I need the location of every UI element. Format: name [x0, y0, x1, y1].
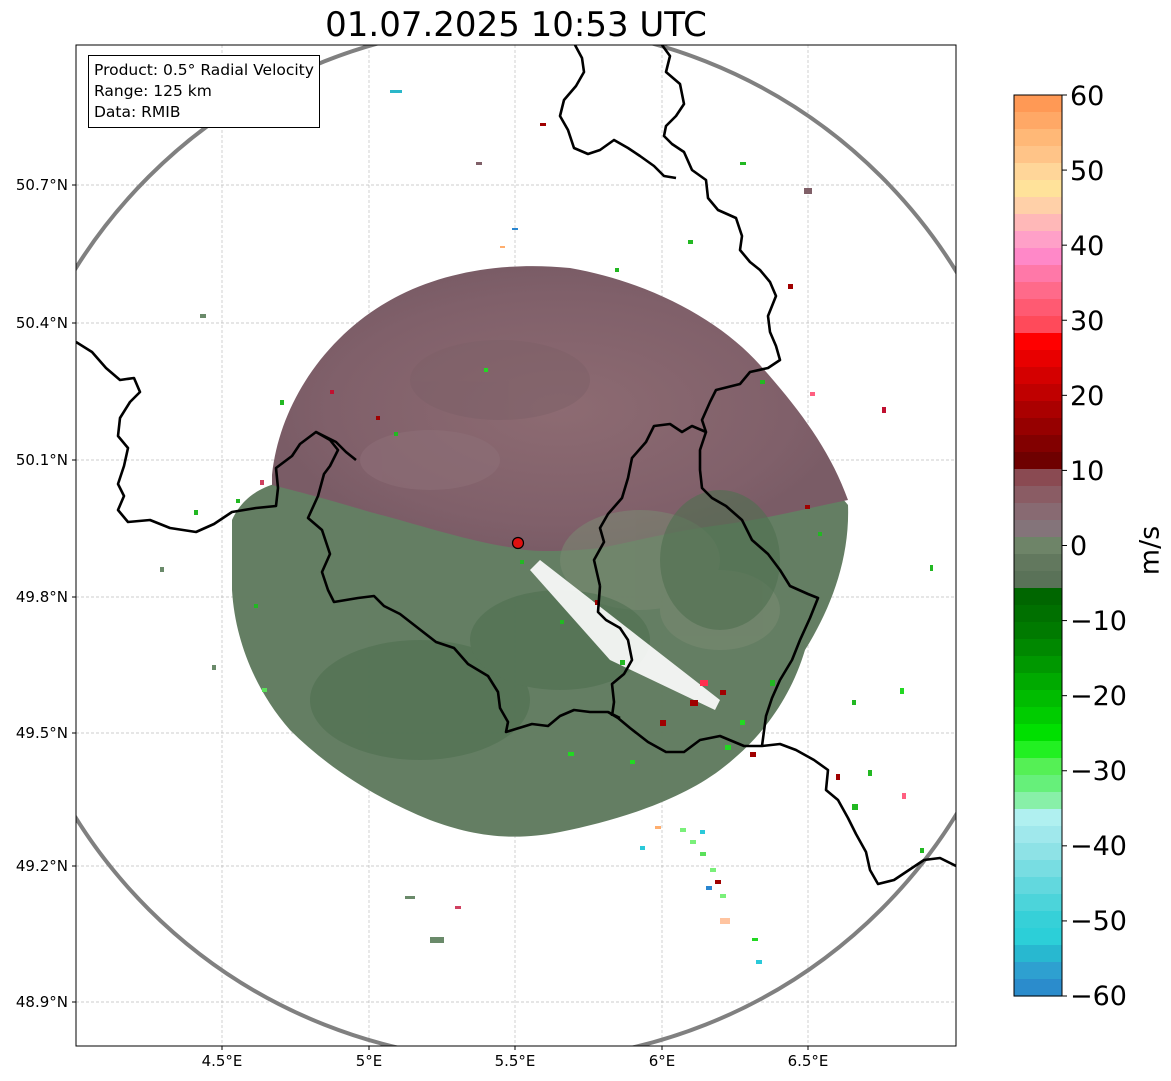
lat-tick-label: 49.5°N	[15, 724, 68, 742]
map-title: 01.07.2025 10:53 UTC	[325, 5, 707, 45]
product-info-box: Product: 0.5° Radial Velocity Range: 125…	[88, 55, 320, 128]
lat-tick-label: 49.8°N	[15, 588, 68, 606]
colorbar-tick-label: 30	[1070, 306, 1105, 337]
lat-tick-label: 50.1°N	[15, 451, 68, 469]
radar-site-marker[interactable]	[511, 536, 525, 550]
product-label: Product: 0.5° Radial Velocity	[94, 61, 314, 79]
scatter-echoes	[160, 90, 933, 964]
colorbar-unit-label: m/s	[1134, 525, 1166, 576]
colorbar-tick-label: −30	[1070, 756, 1127, 787]
colorbar-tick-label: −20	[1070, 681, 1127, 712]
lat-tick-label: 50.4°N	[15, 314, 68, 332]
colorbar-tick-label: 10	[1070, 456, 1105, 487]
velocity-field	[160, 90, 933, 964]
colorbar-tick-label: 60	[1070, 81, 1105, 112]
colorbar-tick-label: 40	[1070, 231, 1105, 262]
country-borders	[76, 45, 956, 886]
lon-tick-label: 4.5°E	[201, 1052, 243, 1070]
lat-tick-label: 50.7°N	[15, 176, 68, 194]
lat-tick-label: 48.9°N	[15, 993, 68, 1011]
lon-tick-label: 6.5°E	[787, 1052, 829, 1070]
range-label: Range: 125 km	[94, 82, 212, 100]
colorbar-tick-label: −60	[1070, 981, 1127, 1012]
lon-tick-label: 6°E	[648, 1052, 676, 1070]
colorbar-tick-label: −10	[1070, 606, 1127, 637]
axis-ticks	[72, 184, 809, 1050]
colorbar-tick-label: −50	[1070, 906, 1127, 937]
map-frame	[75, 44, 957, 1047]
lon-tick-label: 5°E	[355, 1052, 383, 1070]
colorbar-tick-label: 20	[1070, 381, 1105, 412]
data-source-label: Data: RMIB	[94, 103, 181, 121]
lon-tick-label: 5.5°E	[494, 1052, 536, 1070]
colorbar-tick-label: 50	[1070, 156, 1105, 187]
colorbar-tick-label: −40	[1070, 831, 1127, 862]
colorbar-tick-label: 0	[1070, 531, 1088, 562]
lat-tick-label: 49.2°N	[15, 857, 68, 875]
